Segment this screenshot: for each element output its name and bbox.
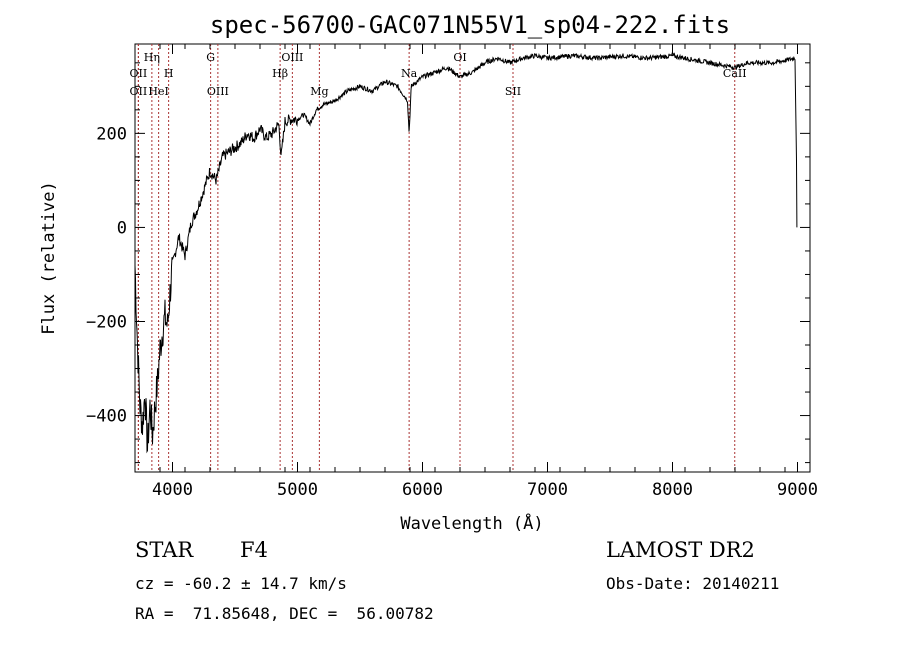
y-tick-label: −200 <box>86 312 127 332</box>
y-axis-label: Flux (relative) <box>39 181 59 335</box>
x-tick-label: 8000 <box>652 480 693 500</box>
spectral-line-label: CaII <box>723 67 747 80</box>
spectral-line-label: G <box>206 51 215 64</box>
spectral-line-labels: OII OII Hη HeI H G OIII Hβ OIII Mg Na OI SII CaII <box>130 51 747 98</box>
y-tick-label: 200 <box>96 124 127 144</box>
spectral-line-label: H <box>164 67 174 80</box>
plot-frame <box>134 43 811 473</box>
x-axis-ticks: 4000 5000 6000 7000 8000 9000 <box>134 44 818 500</box>
spectral-line-label: OIII <box>281 51 303 64</box>
x-axis-label: Wavelength (Å) <box>400 512 543 534</box>
x-tick-label: 6000 <box>402 480 443 500</box>
x-tick-label: 9000 <box>777 480 818 500</box>
spectral-line-label: OI <box>453 51 466 64</box>
object-subclass: F4 <box>240 538 268 562</box>
y-tick-label: 0 <box>117 218 127 238</box>
spectrum-line <box>134 51 798 454</box>
spectral-line-markers <box>137 44 736 472</box>
spectral-line-label: Hβ <box>272 67 288 80</box>
spectral-line-label: OII <box>130 67 148 80</box>
object-class: STAR <box>135 538 194 562</box>
coordinates: RA = 71.85648, DEC = 56.00782 <box>135 604 434 623</box>
chart-title: spec-56700-GAC071N55V1_sp04-222.fits <box>210 11 730 39</box>
spectral-line-label: HeI <box>148 85 168 98</box>
y-tick-label: −400 <box>86 407 127 427</box>
survey-name: LAMOST DR2 <box>606 538 755 562</box>
spectral-line-label: Na <box>401 67 418 80</box>
spectral-line-label: OIII <box>207 85 229 98</box>
y-axis-ticks: −400 −200 0 200 <box>86 62 810 464</box>
x-tick-label: 4000 <box>152 480 193 500</box>
observation-date: Obs-Date: 20140211 <box>606 574 780 593</box>
spectral-line-label: Mg <box>310 85 328 98</box>
spectral-line-label: Hη <box>144 51 160 64</box>
redshift-velocity: cz = -60.2 ± 14.7 km/s <box>135 574 347 593</box>
x-tick-label: 5000 <box>277 480 318 500</box>
spectral-line-label: OII <box>130 85 148 98</box>
spectral-line-label: SII <box>505 85 521 98</box>
x-tick-label: 7000 <box>527 480 568 500</box>
